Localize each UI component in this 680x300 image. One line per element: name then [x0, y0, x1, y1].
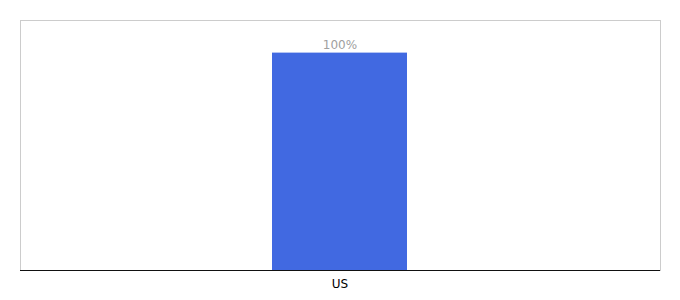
svg-text:100%: 100% [323, 38, 357, 52]
svg-text:US: US [332, 277, 348, 291]
